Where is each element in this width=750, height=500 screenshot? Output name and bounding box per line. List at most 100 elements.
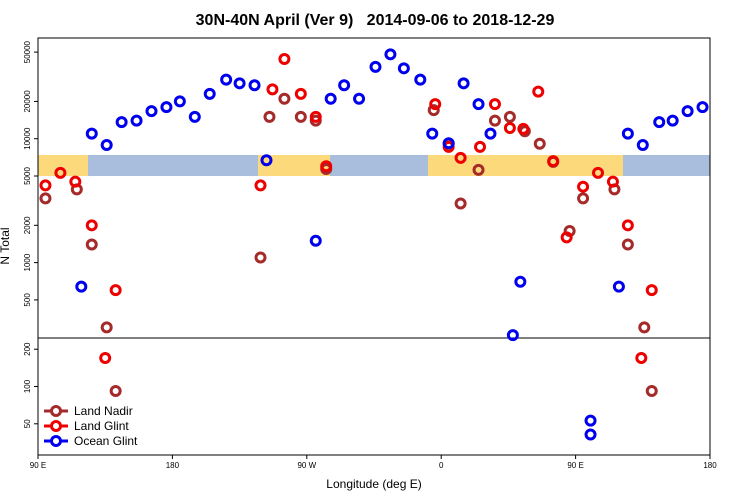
point	[635, 351, 648, 364]
point	[130, 114, 143, 127]
point	[99, 351, 112, 364]
x-tick-label: 180	[166, 461, 180, 470]
point	[532, 85, 545, 98]
point	[621, 219, 634, 232]
point	[85, 127, 98, 140]
point	[263, 110, 276, 123]
point	[384, 48, 397, 61]
y-tick-label: 50	[23, 419, 32, 428]
point	[266, 83, 279, 96]
point	[474, 140, 487, 153]
point	[484, 127, 497, 140]
point	[457, 77, 470, 90]
point	[109, 384, 122, 397]
point	[338, 79, 351, 92]
point	[69, 175, 82, 188]
legend-label: Ocean Glint	[74, 434, 138, 448]
point	[636, 138, 649, 151]
point	[278, 92, 291, 105]
point	[533, 137, 546, 150]
point	[309, 110, 322, 123]
y-axis-label: N Total	[0, 227, 12, 264]
point	[612, 280, 625, 293]
point	[294, 87, 307, 100]
point	[324, 92, 337, 105]
point	[294, 110, 307, 123]
point	[472, 98, 485, 111]
point	[488, 98, 501, 111]
point	[254, 251, 267, 264]
point	[584, 414, 597, 427]
plot-frame	[37, 37, 711, 456]
point	[75, 280, 88, 293]
x-tick-label: 90 W	[297, 461, 316, 470]
x-tick-label: 90 E	[567, 461, 583, 470]
point	[414, 73, 427, 86]
point	[109, 284, 122, 297]
y-tick-label: 200	[23, 342, 32, 356]
point	[353, 92, 366, 105]
point	[666, 114, 679, 127]
point	[100, 321, 113, 334]
point	[577, 192, 590, 205]
point	[696, 101, 709, 114]
point	[220, 73, 233, 86]
point	[503, 122, 516, 135]
point	[427, 104, 440, 117]
point	[606, 175, 619, 188]
x-tick-label: 90 E	[30, 461, 46, 470]
point	[160, 101, 173, 114]
x-axis-label: Longitude (deg E)	[326, 477, 421, 491]
point	[488, 114, 501, 127]
point	[320, 160, 333, 173]
point	[621, 238, 634, 251]
point	[145, 105, 158, 118]
y-tick-label: 5000	[23, 167, 32, 185]
point	[592, 166, 604, 179]
y-tick-label: 500	[23, 293, 32, 307]
point	[547, 155, 560, 168]
point	[517, 122, 530, 135]
point	[514, 275, 527, 288]
point	[54, 166, 67, 179]
y-tick-label: 100	[23, 379, 32, 393]
point	[645, 384, 658, 397]
point	[442, 137, 455, 150]
point	[503, 110, 516, 123]
point	[454, 151, 467, 164]
point	[188, 110, 201, 123]
point	[426, 127, 439, 140]
point	[85, 219, 98, 232]
y-tick-label: 20000	[23, 90, 32, 113]
point	[39, 179, 52, 192]
point	[39, 192, 52, 205]
point	[233, 77, 246, 90]
y-tick-label: 1000	[23, 253, 32, 271]
point	[429, 98, 442, 111]
point	[638, 321, 651, 334]
point	[681, 105, 694, 118]
point	[653, 116, 666, 129]
point	[397, 62, 410, 75]
point	[369, 60, 382, 73]
x-tick-label: 0	[439, 461, 444, 470]
point	[115, 116, 128, 129]
legend-marker	[50, 435, 62, 447]
point	[254, 179, 267, 192]
legend-marker	[50, 405, 62, 417]
point	[584, 428, 597, 441]
legend-label: Land Glint	[74, 419, 129, 433]
point	[577, 180, 590, 193]
legend-marker	[50, 420, 62, 432]
x-tick-label: 180	[703, 461, 717, 470]
point	[278, 52, 291, 65]
point	[472, 163, 485, 176]
point	[100, 138, 113, 151]
point	[260, 154, 273, 167]
point	[173, 95, 186, 108]
point	[560, 231, 573, 244]
point	[506, 329, 519, 342]
point	[621, 127, 634, 140]
legend-label: Land Nadir	[74, 404, 133, 418]
